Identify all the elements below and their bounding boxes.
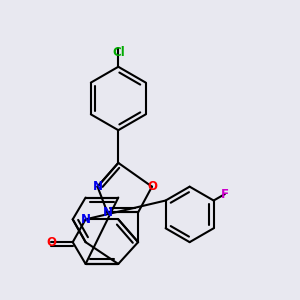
Text: N: N xyxy=(92,180,103,193)
Text: O: O xyxy=(46,236,56,249)
Text: N: N xyxy=(102,206,112,219)
Text: F: F xyxy=(221,188,229,201)
Text: O: O xyxy=(147,180,157,193)
Text: Cl: Cl xyxy=(112,46,125,59)
Text: N: N xyxy=(81,213,91,226)
